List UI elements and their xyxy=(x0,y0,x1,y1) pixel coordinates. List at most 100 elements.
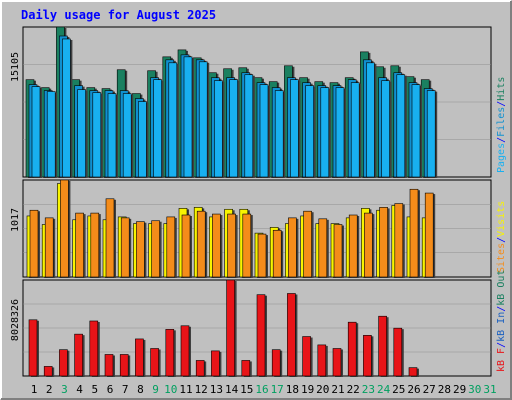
day-label-13: 13 xyxy=(210,383,223,396)
bar-pages-day-22 xyxy=(350,82,362,178)
bar-sites-day-26-fill xyxy=(409,188,419,278)
bar-sites-day-13 xyxy=(212,213,223,278)
bar-kb-f-day-10 xyxy=(165,329,176,377)
bar-pages-day-23 xyxy=(366,62,377,178)
bar-pages-day-14 xyxy=(229,79,240,178)
bar-sites-day-11 xyxy=(181,214,192,278)
bar-sites-day-1-fill xyxy=(29,209,39,278)
bar-pages-day-12 xyxy=(198,61,210,179)
bar-sites-day-14-fill xyxy=(227,213,236,278)
day-label-18: 18 xyxy=(286,383,299,396)
day-label-21: 21 xyxy=(331,383,344,396)
bar-sites-day-17 xyxy=(272,229,284,278)
bar-sites-day-6-fill xyxy=(105,198,115,278)
bar-kb-f-day-23-fill xyxy=(363,335,372,377)
day-label-14: 14 xyxy=(225,383,239,396)
day-label-24: 24 xyxy=(377,383,391,396)
bar-sites-day-21-fill xyxy=(333,224,343,278)
bar-kb-f-day-2 xyxy=(43,366,55,377)
day-label-3: 3 xyxy=(61,383,68,396)
bar-pages-day-6-fill xyxy=(107,93,117,178)
bar-kb-f-day-18 xyxy=(287,293,298,377)
bar-sites-day-20-fill xyxy=(318,218,328,278)
bar-kb-f-day-14-fill xyxy=(226,279,235,377)
bar-pages-day-17 xyxy=(274,90,286,178)
bar-sites-day-27-fill xyxy=(424,192,434,278)
bar-sites-day-3 xyxy=(60,179,71,278)
bar-kb-f-day-16 xyxy=(256,294,267,377)
bar-sites-day-4-fill xyxy=(75,212,84,278)
bar-pages-day-3 xyxy=(62,38,73,179)
bar-pages-day-8 xyxy=(138,101,149,178)
day-label-5: 5 xyxy=(91,383,98,396)
bar-sites-day-19-fill xyxy=(303,210,312,278)
bar-sites-day-4 xyxy=(75,212,86,278)
bar-sites-day-12-fill xyxy=(196,210,206,278)
day-label-28: 28 xyxy=(438,383,451,396)
bar-kb-f-day-9 xyxy=(150,348,161,377)
bar-pages-day-12-fill xyxy=(198,61,208,178)
bar-sites-day-20 xyxy=(318,218,329,278)
bar-sites-day-8-fill xyxy=(136,221,145,278)
legend-entry: Visits xyxy=(496,201,507,237)
bar-sites-day-18-fill xyxy=(288,217,297,278)
bar-kb-f-day-3-fill xyxy=(59,349,68,377)
bar-kb-f-day-8-fill xyxy=(135,338,144,377)
bar-sites-day-3-fill xyxy=(60,179,69,278)
bar-pages-day-26-fill xyxy=(411,84,421,178)
bar-kb-f-day-10-fill xyxy=(165,329,175,377)
bar-kb-f-day-6-fill xyxy=(104,354,114,377)
bar-sites-day-7 xyxy=(120,217,132,278)
bar-kb-f-day-20 xyxy=(317,344,328,377)
bar-kb-f-day-7-fill xyxy=(119,354,129,377)
bar-pages-day-19 xyxy=(305,85,316,178)
bar-pages-day-13 xyxy=(214,80,225,178)
bar-pages-day-10-fill xyxy=(168,62,178,178)
chart-title: Daily usage for August 2025 xyxy=(21,8,216,22)
bar-sites-day-24 xyxy=(379,207,390,278)
bar-kb-f-day-2-fill xyxy=(43,366,53,377)
bar-kb-f-day-1 xyxy=(28,319,39,377)
day-label-23: 23 xyxy=(362,383,375,396)
bar-kb-f-day-13 xyxy=(211,350,222,377)
bar-pages-day-18 xyxy=(290,79,301,178)
bar-sites-day-17-fill xyxy=(272,229,282,278)
bar-sites-day-13-fill xyxy=(212,213,221,278)
bar-kb-f-day-17 xyxy=(271,349,283,377)
day-label-7: 7 xyxy=(122,383,129,396)
bar-kb-f-day-21-fill xyxy=(332,348,342,377)
bar-sites-day-24-fill xyxy=(379,207,388,278)
bar-sites-day-23 xyxy=(364,212,375,278)
panel-legend: kB F/kB In/kB Out xyxy=(496,270,507,372)
bar-sites-day-27 xyxy=(424,192,436,278)
legend-entry: kB Out xyxy=(496,270,507,306)
bar-kb-f-day-6 xyxy=(104,354,115,377)
bar-sites-day-9 xyxy=(151,220,162,278)
bar-kb-f-day-21 xyxy=(332,348,343,377)
bar-pages-day-5-fill xyxy=(92,92,102,178)
bar-pages-day-22-fill xyxy=(350,82,360,178)
bar-sites-day-1 xyxy=(29,209,40,278)
bar-kb-f-day-4 xyxy=(74,333,85,377)
bar-kb-f-day-12 xyxy=(195,360,207,377)
bar-pages-day-10 xyxy=(168,62,179,178)
bar-kb-f-day-18-fill xyxy=(287,293,296,377)
bar-sites-day-12 xyxy=(196,210,208,278)
bar-kb-f-day-5 xyxy=(89,320,100,377)
bar-pages-day-5 xyxy=(92,92,103,178)
day-label-27: 27 xyxy=(423,383,436,396)
bar-sites-day-8 xyxy=(136,221,147,278)
bar-pages-day-4 xyxy=(77,89,88,178)
bar-kb-f-day-24-fill xyxy=(378,315,387,377)
bar-sites-day-21 xyxy=(333,224,344,278)
bar-kb-f-day-22 xyxy=(347,321,359,377)
legend-entry: / xyxy=(496,101,507,107)
day-labels: 1 2 3 4 5 6 7 8 9 10 11 12 13 14 15 16 17 18 19 20 21 22 23 24 2… xyxy=(31,383,497,396)
day-label-8: 8 xyxy=(137,383,144,396)
chart-panels: 15105Pages/Files/Hits1017Sites/Visits802… xyxy=(10,26,507,377)
bar-pages-day-9 xyxy=(153,79,164,178)
